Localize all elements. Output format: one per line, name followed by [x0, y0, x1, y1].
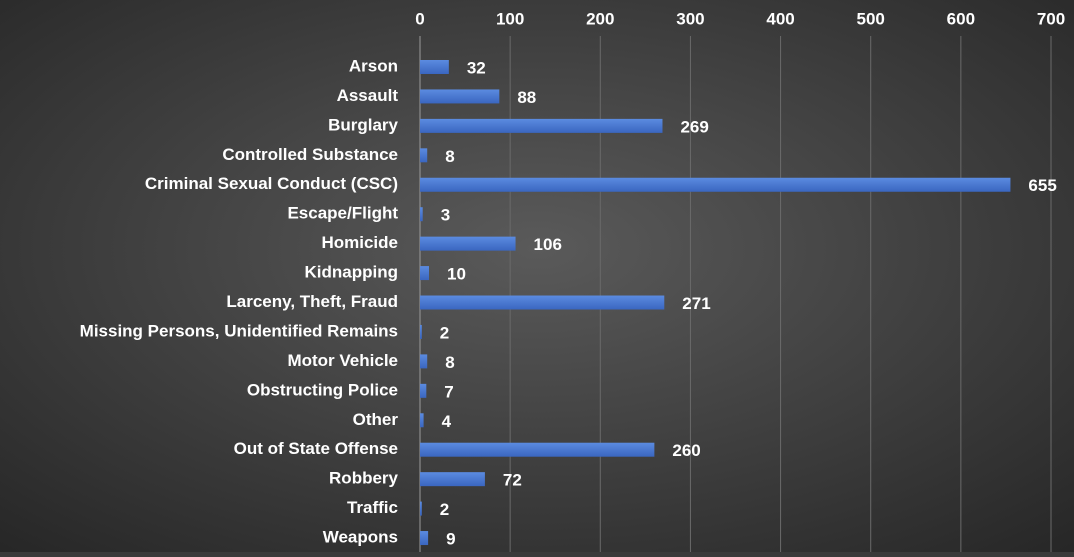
bar — [420, 60, 449, 74]
data-label: 8 — [445, 147, 454, 166]
data-label: 7 — [444, 382, 453, 401]
bar — [420, 295, 665, 310]
bar — [420, 207, 423, 222]
bar — [420, 118, 663, 133]
data-label: 271 — [682, 294, 710, 313]
data-label: 106 — [534, 235, 562, 254]
bar — [420, 148, 428, 163]
data-label: 655 — [1028, 176, 1056, 195]
data-label: 4 — [442, 412, 452, 431]
category-label: Larceny, Theft, Fraud — [226, 292, 398, 311]
bar — [420, 177, 1011, 192]
category-label: Kidnapping — [305, 263, 398, 282]
data-label: 8 — [445, 353, 454, 372]
bar — [420, 413, 424, 428]
data-label: 9 — [446, 530, 455, 549]
bar — [420, 501, 422, 516]
data-label: 2 — [440, 500, 449, 519]
bar — [420, 531, 429, 546]
category-label: Controlled Substance — [222, 145, 398, 164]
category-label: Arson — [349, 56, 398, 75]
data-label: 260 — [672, 441, 700, 460]
category-label: Escape/Flight — [287, 204, 398, 223]
data-label: 2 — [440, 323, 449, 342]
x-tick-label: 200 — [586, 9, 614, 28]
category-label: Missing Persons, Unidentified Remains — [80, 321, 398, 340]
bar — [420, 236, 516, 251]
bar — [420, 442, 655, 457]
x-tick-label: 400 — [766, 9, 794, 28]
data-label: 10 — [447, 265, 466, 284]
x-tick-label: 0 — [415, 9, 424, 28]
category-label: Assault — [337, 86, 399, 105]
category-label: Burglary — [328, 115, 398, 134]
bar — [420, 266, 430, 281]
category-label: Out of State Offense — [234, 439, 398, 458]
x-tick-label: 700 — [1037, 9, 1065, 28]
bar — [420, 324, 422, 339]
x-tick-label: 300 — [676, 9, 704, 28]
data-label: 3 — [441, 206, 450, 225]
data-label: 72 — [503, 471, 522, 490]
bar — [420, 89, 500, 104]
category-label: Motor Vehicle — [287, 351, 398, 370]
x-tick-label: 600 — [947, 9, 975, 28]
category-label: Robbery — [329, 469, 399, 488]
category-label: Weapons — [323, 528, 398, 547]
category-label: Traffic — [347, 498, 398, 517]
data-label: 269 — [680, 117, 708, 136]
x-tick-label: 100 — [496, 9, 524, 28]
data-label: 88 — [517, 88, 536, 107]
category-label: Other — [353, 410, 399, 429]
data-label: 32 — [467, 58, 486, 77]
category-label: Homicide — [321, 233, 398, 252]
category-label: Criminal Sexual Conduct (CSC) — [145, 174, 398, 193]
x-tick-label: 500 — [857, 9, 885, 28]
bar — [420, 472, 485, 487]
bar — [420, 354, 428, 369]
bar — [420, 383, 427, 398]
category-label: Obstructing Police — [247, 380, 398, 399]
